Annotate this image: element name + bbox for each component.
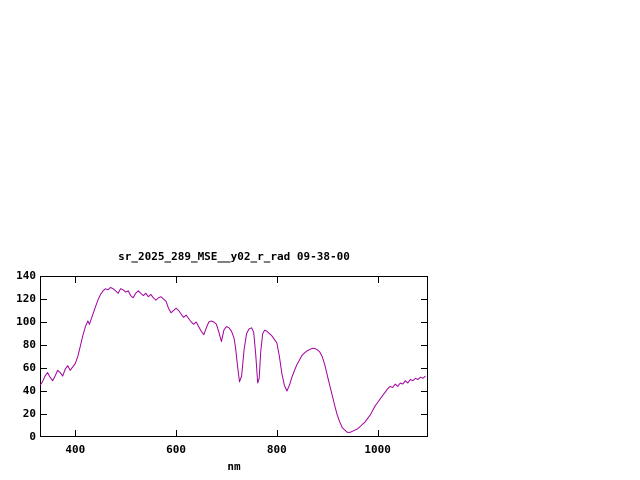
x-tick-label: 600 (166, 443, 186, 456)
plot-area (40, 276, 428, 437)
x-tick-label: 400 (65, 443, 86, 456)
y-tick-label: 20 (22, 407, 36, 420)
x-axis-label: nm (227, 460, 241, 473)
series-line (40, 287, 426, 433)
x-tick-label: 1000 (364, 443, 391, 456)
y-tick-label: 100 (16, 315, 36, 328)
y-tick-label: 40 (22, 384, 36, 397)
y-tick-label: 60 (22, 361, 36, 374)
y-axis-tick-labels: 0 20 40 60 80 100 120 140 (0, 269, 36, 443)
y-tick-label: 140 (16, 269, 36, 282)
x-tick-label: 800 (266, 443, 287, 456)
chart-title: sr_2025_289_MSE__y02_r_rad 09-38-00 (118, 250, 350, 263)
y-tick-label: 120 (16, 292, 36, 305)
x-axis-tick-labels: 400 600 800 1000 (40, 443, 428, 457)
y-tick-label: 80 (22, 338, 36, 351)
plot-border (40, 276, 428, 437)
spectrum-line-chart (40, 276, 428, 437)
y-tick-label: 0 (29, 430, 36, 443)
